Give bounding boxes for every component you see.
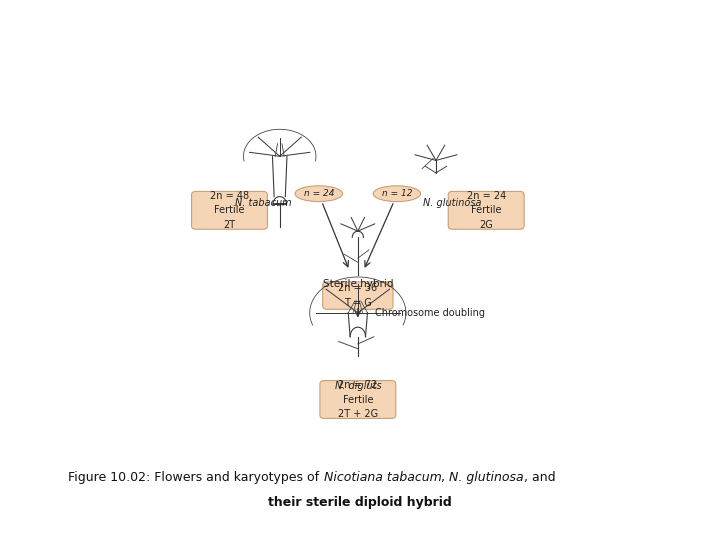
Text: Figure 10.02: Flowers and karyotypes of: Figure 10.02: Flowers and karyotypes of	[68, 471, 323, 484]
Text: Nicotiana tabacum: Nicotiana tabacum	[323, 471, 441, 484]
FancyBboxPatch shape	[320, 381, 396, 418]
Ellipse shape	[373, 186, 420, 201]
Text: Sterile hybrid: Sterile hybrid	[323, 279, 393, 289]
Ellipse shape	[295, 186, 343, 201]
Text: ,: ,	[441, 471, 449, 484]
FancyBboxPatch shape	[323, 282, 393, 309]
Text: , and: , and	[524, 471, 556, 484]
Text: n = 24: n = 24	[304, 189, 334, 198]
FancyBboxPatch shape	[449, 191, 524, 230]
Text: 2n = 72
Fertile
2T + 2G: 2n = 72 Fertile 2T + 2G	[338, 380, 378, 420]
FancyBboxPatch shape	[192, 191, 267, 230]
Text: N. glutinosa: N. glutinosa	[449, 471, 524, 484]
Text: N. digluts: N. digluts	[335, 381, 381, 391]
Text: 2n = 36
T = G: 2n = 36 T = G	[338, 283, 377, 308]
Text: N. tabacum: N. tabacum	[235, 198, 292, 208]
Text: Chromosome doubling: Chromosome doubling	[374, 308, 485, 318]
Text: N. glutinosa: N. glutinosa	[423, 198, 482, 208]
Text: n = 12: n = 12	[382, 189, 412, 198]
Text: 2n = 48
Fertile
2T: 2n = 48 Fertile 2T	[210, 191, 249, 230]
Text: their sterile diploid hybrid: their sterile diploid hybrid	[268, 496, 452, 509]
Text: 2n = 24
Fertile
2G: 2n = 24 Fertile 2G	[467, 191, 506, 230]
